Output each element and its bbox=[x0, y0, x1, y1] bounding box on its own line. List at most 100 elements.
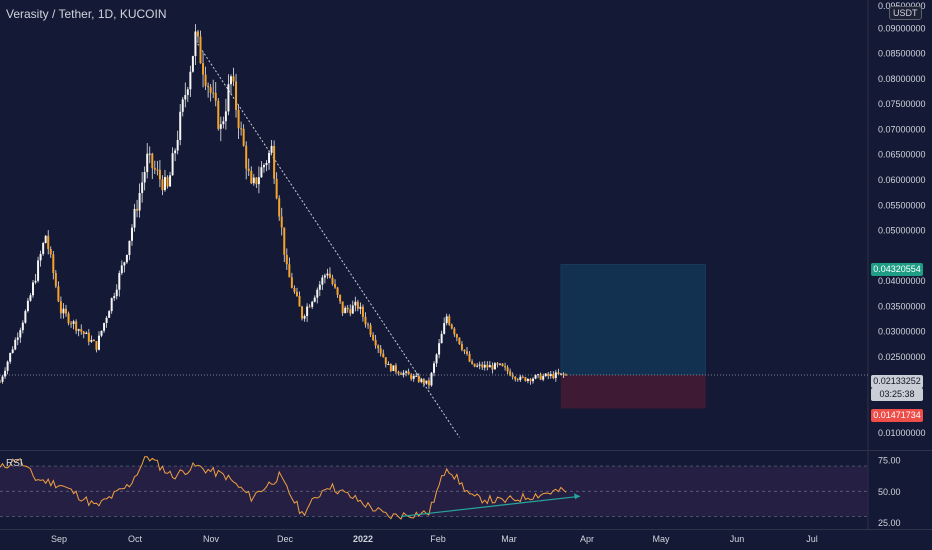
candle[interactable] bbox=[245, 145, 248, 169]
candle[interactable] bbox=[295, 291, 298, 296]
candle[interactable] bbox=[534, 375, 537, 379]
candle[interactable] bbox=[184, 95, 187, 100]
candle[interactable] bbox=[483, 364, 486, 368]
candle[interactable] bbox=[476, 365, 479, 367]
candle[interactable] bbox=[417, 375, 420, 382]
candle[interactable] bbox=[62, 308, 65, 314]
rsi-line[interactable] bbox=[0, 456, 567, 520]
candle[interactable] bbox=[369, 325, 372, 335]
candle[interactable] bbox=[422, 379, 425, 384]
candle[interactable] bbox=[359, 306, 362, 309]
candle[interactable] bbox=[506, 367, 509, 372]
candle[interactable] bbox=[311, 301, 314, 307]
candle[interactable] bbox=[285, 254, 288, 265]
candle[interactable] bbox=[450, 324, 453, 329]
candle[interactable] bbox=[323, 275, 326, 278]
candle[interactable] bbox=[499, 363, 502, 365]
candle[interactable] bbox=[344, 307, 347, 314]
candle[interactable] bbox=[481, 364, 484, 368]
candle[interactable] bbox=[430, 372, 433, 386]
candle[interactable] bbox=[420, 379, 423, 382]
candle[interactable] bbox=[72, 321, 75, 324]
candle[interactable] bbox=[488, 365, 491, 368]
candle[interactable] bbox=[97, 335, 100, 350]
candle[interactable] bbox=[108, 311, 111, 318]
candle[interactable] bbox=[240, 128, 243, 130]
candle[interactable] bbox=[460, 344, 463, 350]
candle[interactable] bbox=[394, 365, 397, 372]
candle[interactable] bbox=[301, 306, 304, 319]
candle[interactable] bbox=[389, 363, 392, 372]
candle[interactable] bbox=[247, 168, 250, 172]
candle[interactable] bbox=[377, 345, 380, 349]
candle[interactable] bbox=[554, 372, 557, 379]
candle[interactable] bbox=[151, 153, 154, 168]
candle[interactable] bbox=[407, 371, 410, 375]
candle[interactable] bbox=[194, 31, 197, 57]
candle[interactable] bbox=[1, 376, 4, 382]
candle[interactable] bbox=[11, 349, 14, 353]
candle[interactable] bbox=[410, 374, 413, 379]
candle[interactable] bbox=[351, 305, 354, 314]
candle[interactable] bbox=[504, 366, 507, 368]
candle[interactable] bbox=[547, 373, 550, 376]
candle[interactable] bbox=[273, 145, 276, 179]
candle[interactable] bbox=[306, 306, 309, 317]
candle[interactable] bbox=[212, 92, 215, 94]
candle[interactable] bbox=[229, 76, 232, 85]
candle[interactable] bbox=[562, 373, 565, 375]
candle[interactable] bbox=[161, 179, 164, 191]
candle[interactable] bbox=[125, 255, 128, 263]
candle[interactable] bbox=[379, 348, 382, 354]
candle[interactable] bbox=[443, 323, 446, 334]
candle[interactable] bbox=[4, 370, 7, 377]
candle[interactable] bbox=[123, 262, 126, 266]
candle[interactable] bbox=[67, 313, 70, 324]
candle[interactable] bbox=[85, 332, 88, 334]
candle[interactable] bbox=[49, 248, 52, 255]
candle[interactable] bbox=[143, 172, 146, 183]
candle[interactable] bbox=[0, 381, 1, 383]
candle[interactable] bbox=[435, 354, 438, 364]
candle[interactable] bbox=[191, 56, 194, 72]
candle[interactable] bbox=[537, 374, 540, 376]
candle[interactable] bbox=[280, 216, 283, 228]
candle[interactable] bbox=[496, 363, 499, 365]
candle[interactable] bbox=[115, 289, 118, 297]
candle[interactable] bbox=[516, 379, 519, 381]
candle[interactable] bbox=[303, 316, 306, 319]
candle[interactable] bbox=[361, 306, 364, 317]
candle[interactable] bbox=[77, 329, 80, 331]
candle[interactable] bbox=[242, 128, 245, 146]
candle[interactable] bbox=[400, 373, 403, 375]
candle[interactable] bbox=[382, 353, 385, 358]
candle[interactable] bbox=[169, 175, 172, 187]
candle[interactable] bbox=[349, 309, 352, 314]
candle[interactable] bbox=[491, 365, 494, 370]
candle[interactable] bbox=[171, 153, 174, 176]
candle[interactable] bbox=[557, 372, 560, 375]
candle[interactable] bbox=[549, 374, 552, 376]
candle[interactable] bbox=[136, 208, 139, 211]
candle[interactable] bbox=[529, 378, 532, 382]
candle[interactable] bbox=[166, 177, 169, 187]
candle[interactable] bbox=[402, 372, 405, 375]
candle[interactable] bbox=[354, 301, 357, 306]
candle[interactable] bbox=[532, 378, 535, 382]
candle[interactable] bbox=[293, 287, 296, 292]
candle[interactable] bbox=[316, 289, 319, 298]
candle[interactable] bbox=[486, 364, 489, 368]
candle[interactable] bbox=[59, 301, 62, 314]
candle[interactable] bbox=[262, 165, 265, 168]
candle[interactable] bbox=[34, 280, 37, 283]
candle[interactable] bbox=[334, 284, 337, 288]
candle[interactable] bbox=[44, 235, 47, 244]
candle[interactable] bbox=[438, 343, 441, 355]
candle[interactable] bbox=[260, 167, 263, 178]
candle[interactable] bbox=[445, 316, 448, 324]
candle[interactable] bbox=[163, 177, 166, 191]
candle[interactable] bbox=[120, 265, 123, 274]
candle[interactable] bbox=[565, 374, 567, 376]
candle[interactable] bbox=[95, 341, 98, 350]
